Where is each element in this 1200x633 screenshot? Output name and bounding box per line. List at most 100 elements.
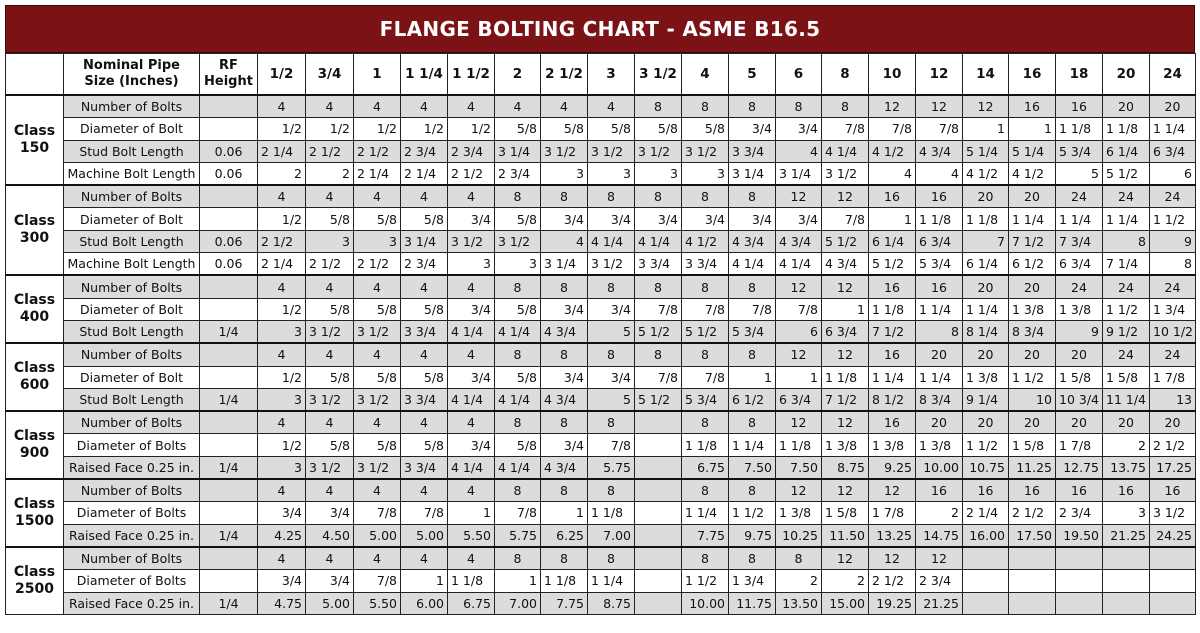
value-cell: 3/4 xyxy=(728,207,776,231)
value-cell xyxy=(1102,591,1150,615)
value-cell xyxy=(962,569,1009,593)
value-cell: 2 3/4 xyxy=(400,252,448,276)
value-cell: 4 xyxy=(353,274,401,299)
value-cell: 8 xyxy=(775,94,822,119)
value-cell: 2 1/4 xyxy=(257,139,306,163)
value-cell: 4 xyxy=(540,229,588,254)
value-cell: 1 7/8 xyxy=(1149,365,1196,389)
value-cell: 1 3/8 xyxy=(868,433,916,457)
value-cell: 16 xyxy=(1055,478,1103,503)
value-cell: 4 xyxy=(305,478,354,503)
value-cell: 8 1/4 xyxy=(962,319,1009,344)
row-label: Stud Bolt Length xyxy=(63,319,200,344)
value-cell: 5/8 xyxy=(305,365,354,389)
size-header: 8 xyxy=(821,53,869,96)
table-row: Diameter of Bolts 3/4 3/4 7/8 7/8 1 7/8 1 1 1/8 1… xyxy=(6,501,1196,525)
value-cell: 4 xyxy=(447,342,495,367)
value-cell: 4 1/2 xyxy=(868,139,916,163)
size-header: 1 1/2 xyxy=(447,53,495,96)
value-cell: 4 xyxy=(915,161,963,186)
value-cell: 4 xyxy=(305,410,354,435)
value-cell: 3/4 xyxy=(587,297,635,321)
value-cell: 5 1/4 xyxy=(962,139,1009,163)
value-cell: 8 xyxy=(494,410,541,435)
value-cell: 7/8 xyxy=(915,117,963,141)
value-cell: 1 1/4 xyxy=(1149,117,1196,141)
value-cell: 1 1/8 xyxy=(447,569,495,593)
value-cell: 24 xyxy=(1149,184,1196,209)
size-header: 3 xyxy=(587,53,635,96)
row-label: Raised Face 0.25 in. xyxy=(63,591,200,615)
value-cell: 4 xyxy=(257,184,306,209)
value-cell xyxy=(634,433,682,457)
value-cell: 3 xyxy=(257,319,306,344)
value-cell: 5/8 xyxy=(353,207,401,231)
value-cell: 1 1/4 xyxy=(728,433,776,457)
value-cell: 3/4 xyxy=(305,569,354,593)
value-cell: 16 xyxy=(915,478,963,503)
row-label: Diameter of Bolts xyxy=(63,501,200,525)
value-cell: 20 xyxy=(1008,342,1056,367)
value-cell: 6.75 xyxy=(681,455,729,480)
value-cell: 8 xyxy=(587,545,635,571)
value-cell: 20 xyxy=(915,410,963,435)
value-cell: 4 xyxy=(400,184,448,209)
value-cell: 3/4 xyxy=(257,501,306,525)
table-row: Stud Bolt Length 1/4 3 3 1/2 3 1/2 3 3/4 4 1/4… xyxy=(6,319,1196,344)
size-header: 1 1/4 xyxy=(400,53,448,96)
value-cell: 5/8 xyxy=(494,297,541,321)
value-cell: 1 1/8 xyxy=(962,207,1009,231)
size-header: 12 xyxy=(915,53,963,96)
value-cell: 6 3/4 xyxy=(775,387,822,412)
value-cell: 20 xyxy=(1149,94,1196,119)
value-cell: 3/4 xyxy=(587,365,635,389)
bolting-chart: FLANGE BOLTING CHART - ASME B16.5 Nomina… xyxy=(5,5,1196,615)
value-cell: 8 xyxy=(634,342,682,367)
value-cell: 20 xyxy=(1102,94,1150,119)
chart-title: FLANGE BOLTING CHART - ASME B16.5 xyxy=(5,5,1195,53)
value-cell: 4 xyxy=(447,478,495,503)
value-cell: 21.25 xyxy=(915,591,963,615)
value-cell xyxy=(1055,569,1103,593)
value-cell: 7/8 xyxy=(681,365,729,389)
value-cell: 4 xyxy=(257,410,306,435)
value-cell: 12 xyxy=(775,184,822,209)
row-label: Diameter of Bolt xyxy=(63,297,200,321)
value-cell: 8 xyxy=(587,478,635,503)
value-cell: 8 xyxy=(1149,252,1196,276)
value-cell: 1 xyxy=(821,297,869,321)
value-cell: 3/4 xyxy=(775,207,822,231)
value-cell: 3 xyxy=(257,455,306,480)
value-cell: 8 xyxy=(587,274,635,299)
value-cell: 7/8 xyxy=(353,569,401,593)
table-row: Class 300 Number of Bolts 4 4 4 4 4 8 8 8 8 8 8 12 12 1… xyxy=(5,184,1196,276)
value-cell: 21.25 xyxy=(1102,523,1150,548)
value-cell: 5 1/2 xyxy=(681,319,729,344)
value-cell: 8 xyxy=(681,478,729,503)
rf-height-cell: 1/4 xyxy=(199,455,258,480)
rf-height-cell: 0.06 xyxy=(199,161,258,186)
value-cell: 12 xyxy=(868,94,916,119)
value-cell: 8 3/4 xyxy=(1008,319,1056,344)
value-cell: 3 xyxy=(257,387,306,412)
value-cell: 1/2 xyxy=(257,297,306,321)
table-row: Raised Face 0.25 in. 1/4 4.25 4.50 5.00 5.00 5… xyxy=(6,523,1196,548)
value-cell: 1 5/8 xyxy=(1055,365,1103,389)
value-cell: 3/4 xyxy=(540,297,588,321)
table-row: Raised Face 0.25 in. 1/4 3 3 1/2 3 1/2 3 3/4 4… xyxy=(6,455,1196,480)
value-cell: 3/4 xyxy=(447,433,495,457)
value-cell: 1 3/8 xyxy=(1008,297,1056,321)
value-cell: 4 xyxy=(540,94,588,119)
value-cell xyxy=(1149,591,1196,615)
value-cell: 24.25 xyxy=(1149,523,1196,548)
table-row: Class 2500 Number of Bolts 4 4 4 4 4 8 8 8 8 8 8 12 12… xyxy=(5,545,1196,615)
value-cell: 10 xyxy=(1008,387,1056,412)
value-cell: 3 xyxy=(681,161,729,186)
value-cell: 3/4 xyxy=(447,365,495,389)
value-cell: 6 xyxy=(775,319,822,344)
value-cell: 8 xyxy=(821,94,869,119)
table-row: Diameter of Bolts 3/4 3/4 7/8 1 1 1/8 1 1 1/8 1 … xyxy=(6,569,1196,593)
rf-height-cell: 0.06 xyxy=(199,229,258,254)
value-cell: 2 1/4 xyxy=(400,161,448,186)
value-cell: 12 xyxy=(821,184,869,209)
